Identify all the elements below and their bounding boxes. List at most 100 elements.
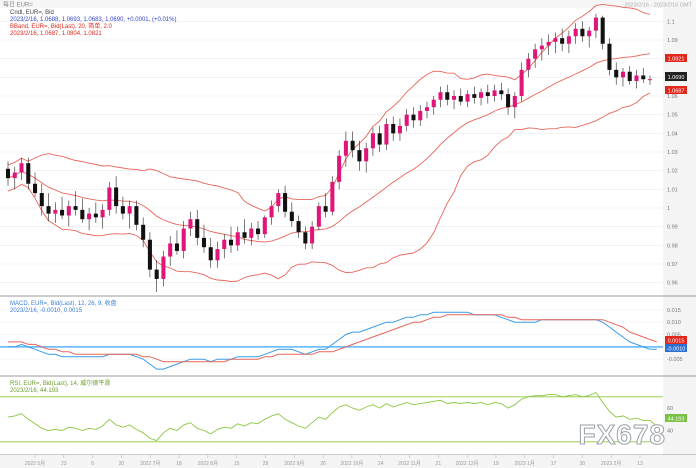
- x-tick-label: 17: [551, 461, 557, 467]
- macd-value-tag-bg: [665, 344, 687, 352]
- candle-down: [208, 247, 213, 261]
- candle-down: [73, 206, 78, 210]
- x-tick-label: 2022 10月: [340, 461, 363, 467]
- price-tick-label: 0.97: [667, 262, 678, 268]
- x-tick-label: 13: [637, 461, 643, 467]
- candle-up: [397, 125, 402, 134]
- rsi-value-tag-bg: [665, 414, 687, 422]
- rsi-tick-label: 40: [667, 429, 673, 435]
- candle-up: [634, 75, 639, 82]
- x-tick-label: 6: [91, 461, 94, 467]
- candle-up: [512, 96, 517, 108]
- price-panel: 1.11.091.081.071.061.051.041.031.021.011…: [0, 3, 687, 292]
- x-tick-label: 2023 1月: [515, 461, 535, 467]
- candle-up: [364, 148, 369, 162]
- price-tick-label: 1.1: [667, 19, 675, 25]
- candle-up: [465, 94, 470, 102]
- candle-down: [607, 43, 612, 70]
- last-price-tag: 1.0690: [668, 75, 685, 81]
- rsi-tick-label: 60: [667, 406, 673, 412]
- candle-up: [53, 209, 58, 214]
- upper-band-tag: 1.0821: [668, 56, 685, 62]
- candle-up: [384, 124, 389, 145]
- x-tick-label: 2022 9月: [284, 461, 304, 467]
- candle-up: [438, 92, 443, 100]
- candle-up: [337, 155, 342, 182]
- macd-signal-tag: 0.0015: [668, 338, 685, 344]
- price-tick-label: 1.02: [667, 169, 678, 175]
- candle-up: [12, 172, 17, 179]
- candle-up: [181, 228, 186, 251]
- candle-up: [539, 45, 544, 50]
- candle-down: [627, 71, 632, 82]
- header-strip: [0, 0, 696, 8]
- price-legend: Cndl, EUR=, Bid 2023/2/16, 1.0688, 1.069…: [10, 10, 176, 37]
- price-tags: 1.0821 1.0690 1.0687: [665, 54, 687, 94]
- price-tick-label: 0.96: [667, 281, 678, 287]
- price-tick-label: 1.09: [667, 38, 678, 44]
- x-tick-label: 2022 12月: [456, 461, 479, 467]
- candle-down: [195, 219, 200, 238]
- candle-up: [519, 69, 524, 96]
- rsi-legend-2: 2023/2/16, 44.193: [10, 388, 59, 394]
- candle-down: [323, 206, 328, 212]
- candle-down: [296, 221, 301, 233]
- x-axis-bg: [0, 455, 696, 468]
- candle-up: [276, 193, 281, 207]
- price-tick-label: 0.99: [667, 225, 678, 231]
- candle-down: [458, 96, 463, 102]
- candle-down: [350, 140, 355, 151]
- candle-up: [573, 28, 578, 37]
- x-tick-label: 23: [61, 461, 67, 467]
- candle-up: [330, 181, 335, 212]
- rsi-bands: [0, 396, 663, 443]
- candle-down: [641, 75, 646, 80]
- x-axis: 2022 5月 23 6 20 2022 7月 18 2022 8月 15 29 2022 9月 2…: [25, 455, 643, 467]
- candle-down: [33, 183, 38, 194]
- candle-down: [134, 206, 139, 225]
- x-tick-label: 29: [263, 461, 269, 467]
- candle-up: [533, 49, 538, 59]
- macd-legend-2: 2023/2/16, -0.0010, 0.0015: [10, 308, 83, 314]
- rsi-panel: 605040 RSI, EUR=, Bid(Last), 14, 威尔德平滑 2…: [0, 379, 687, 443]
- macd-tick-label: -0.005: [667, 357, 683, 363]
- macd-legend-1: MACD, EUR=, Bid(Last), 12, 26, 9, 收盘: [10, 299, 117, 307]
- price-tick-label: 1: [667, 206, 670, 212]
- candle-up: [161, 256, 166, 279]
- candle-up: [404, 114, 409, 126]
- candle-down: [600, 17, 605, 44]
- fx678-watermark: FX678: [579, 419, 667, 450]
- header-date-range: 2023/2/16 - 2023/2/16 GMT: [624, 3, 692, 9]
- candle-up: [587, 30, 592, 37]
- rsi-line: [7, 391, 658, 442]
- candle-down: [614, 69, 619, 78]
- candle-up: [593, 17, 598, 31]
- candle-down: [201, 237, 207, 248]
- legend-line-4: 2023/2/16, 1.0687, 1.0804, 1.0821: [10, 31, 102, 37]
- candle-up: [107, 187, 112, 210]
- candle-up: [647, 79, 653, 81]
- candlesticks: [5, 13, 653, 292]
- x-tick-label: 2023 2月: [601, 461, 621, 467]
- candle-down: [93, 213, 98, 218]
- candle-up: [492, 90, 497, 96]
- candle-down: [377, 133, 382, 145]
- candle-down: [445, 92, 450, 100]
- price-tick-label: 1.01: [667, 187, 678, 193]
- candle-up: [310, 226, 315, 244]
- candle-down: [60, 209, 65, 216]
- candle-down: [120, 206, 125, 214]
- candle-down: [303, 232, 308, 244]
- x-tick-label: 15: [234, 461, 240, 467]
- legend-line-1: Cndl, EUR=, Bid: [10, 10, 54, 16]
- macd-grid: [0, 309, 663, 360]
- price-axis-bg: [663, 8, 696, 455]
- x-tick-label: 21: [436, 461, 442, 467]
- x-tick-label: 24: [378, 461, 384, 467]
- legend-line-3: BBand, EUR=, Bid(Last), 20, 简单, 2.0: [10, 22, 113, 30]
- candle-up: [19, 163, 24, 173]
- price-tick-label: 1.05: [667, 113, 678, 119]
- signal-line: [8, 314, 657, 363]
- macd-signal-tag-bg: [665, 336, 687, 344]
